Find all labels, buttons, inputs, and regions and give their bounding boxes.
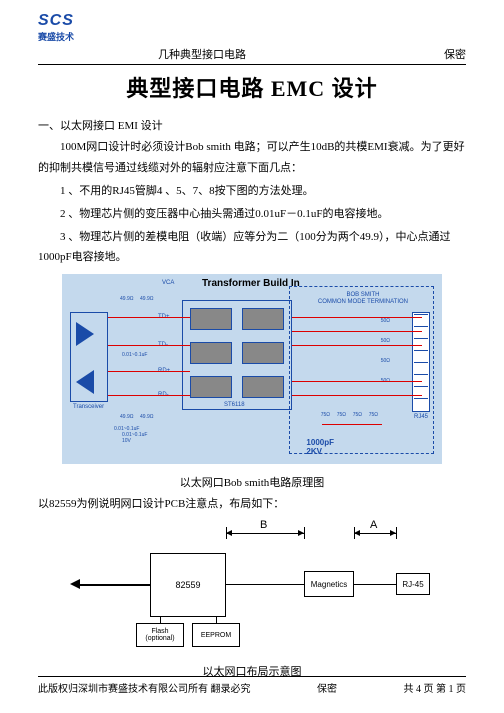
wire-r1 bbox=[108, 317, 190, 318]
magnetics-block: Magnetics bbox=[304, 571, 354, 597]
wire-r4 bbox=[108, 395, 190, 396]
termination-label: BOB SMITH COMMON MODE TERMINATION bbox=[318, 292, 408, 305]
wire-r8 bbox=[292, 381, 422, 382]
res75-3: 75Ω bbox=[353, 412, 362, 418]
voltage-label: 1000pF 2KV bbox=[306, 439, 334, 457]
coil-2 bbox=[242, 308, 284, 330]
flash-block: Flash (optional) bbox=[136, 623, 184, 647]
dim-a-arrow-r bbox=[390, 530, 396, 536]
header-center: 几种典型接口电路 bbox=[158, 46, 246, 62]
wire-r2 bbox=[108, 345, 190, 346]
footer-left: 此版权归深圳市赛盛技术有限公司所有 翻录必究 bbox=[38, 680, 251, 695]
arrow-out bbox=[70, 579, 80, 589]
section1-li2: 2 、物理芯片侧的变压器中心抽头需通过0.01uF－0.1uF的电容接地。 bbox=[38, 204, 466, 225]
res50-2: 50Ω bbox=[381, 338, 390, 344]
rj45-block: RJ-45 bbox=[396, 573, 430, 595]
coil-1 bbox=[190, 308, 232, 330]
cap-label-1: 0.01~0.1uF bbox=[122, 352, 147, 358]
page-header: 几种典型接口电路 保密 bbox=[38, 46, 466, 62]
wire-r6 bbox=[292, 331, 422, 332]
dim-b-tick-r bbox=[304, 527, 305, 539]
vcc-label: VCA bbox=[162, 280, 174, 286]
figure1-caption: 以太网口Bob smith电路原理图 bbox=[38, 474, 466, 490]
res75-1: 75Ω bbox=[321, 412, 330, 418]
wire-r10 bbox=[322, 424, 382, 425]
line-chip-mag bbox=[226, 584, 304, 585]
coil-6 bbox=[242, 376, 284, 398]
dim-b-arrow-r bbox=[298, 530, 304, 536]
dim-b-line bbox=[226, 533, 304, 534]
section1-heading: 一、以太网接口 EMI 设计 bbox=[38, 117, 466, 133]
wire-r5 bbox=[292, 317, 422, 318]
coil-4 bbox=[242, 342, 284, 364]
section2-intro: 以82559为例说明网口设计PCB注意点，布局如下： bbox=[38, 494, 466, 515]
coil-3 bbox=[190, 342, 232, 364]
dim-a-label: A bbox=[370, 519, 377, 531]
page-footer: 此版权归深圳市赛盛技术有限公司所有 翻录必究 保密 共 4 页 第 1 页 bbox=[38, 676, 466, 695]
coil-5 bbox=[190, 376, 232, 398]
line-out bbox=[74, 584, 150, 586]
line-mag-rj45 bbox=[354, 584, 396, 585]
logo-main: SCS bbox=[38, 12, 74, 30]
res-4: 49.9Ω bbox=[140, 414, 153, 420]
dim-b-arrow-l bbox=[226, 530, 232, 536]
res75-2: 75Ω bbox=[337, 412, 346, 418]
cap-label-3: 0.01~0.1uF bbox=[114, 426, 139, 432]
footer-right: 共 4 页 第 1 页 bbox=[404, 680, 467, 695]
section1-li1: 1 、不用的RJ45管脚4 、5、7、8按下图的方法处理。 bbox=[38, 181, 466, 202]
logo: SCS 赛盛技术 bbox=[38, 12, 74, 43]
logo-sub: 赛盛技术 bbox=[38, 30, 74, 43]
res75-4: 75Ω bbox=[369, 412, 378, 418]
figure1-schematic: Transformer Build In Transceiver TD+ TD-… bbox=[62, 274, 442, 464]
section1-li3: 3 、物理芯片侧的差模电阻（收端）应等分为二（100分为两个49.9），中心点通… bbox=[38, 227, 466, 269]
wire-r3 bbox=[108, 371, 190, 372]
figure1-title: Transformer Build In bbox=[202, 278, 300, 289]
line-eeprom-v bbox=[216, 617, 217, 623]
rx-amp-icon bbox=[76, 370, 94, 394]
figure2-layout: B A 82559 Flash (optional) EEPROM Magnet… bbox=[72, 523, 432, 653]
footer-center: 保密 bbox=[317, 680, 337, 695]
line-flash-v bbox=[160, 617, 161, 623]
wire-r9 bbox=[292, 395, 422, 396]
res50-3: 50Ω bbox=[381, 358, 390, 364]
header-rule bbox=[38, 64, 466, 65]
chip-label: ST6118 bbox=[224, 402, 245, 408]
page-title: 典型接口电路 EMC 设计 bbox=[38, 71, 466, 103]
dim-a-arrow-l bbox=[354, 530, 360, 536]
wire-r7 bbox=[292, 345, 422, 346]
rj45-label: RJ45 bbox=[414, 414, 428, 420]
dim-b-label: B bbox=[260, 519, 267, 531]
eeprom-block: EEPROM bbox=[192, 623, 240, 647]
res-1: 49.9Ω bbox=[120, 296, 133, 302]
transceiver-label: Transceiver bbox=[73, 404, 104, 410]
res-3: 49.9Ω bbox=[120, 414, 133, 420]
chip-82559: 82559 bbox=[150, 553, 226, 617]
dim-a-tick-r bbox=[396, 527, 397, 539]
res50-1: 50Ω bbox=[381, 318, 390, 324]
cap-label-2: 0.01~0.1uF 10V bbox=[122, 432, 147, 444]
header-right: 保密 bbox=[444, 46, 466, 62]
tx-amp-icon bbox=[76, 322, 94, 346]
section1-p1: 100M网口设计时必须设计Bob smith 电路；可以产生10dB的共模EMI… bbox=[38, 137, 466, 179]
res-2: 49.9Ω bbox=[140, 296, 153, 302]
